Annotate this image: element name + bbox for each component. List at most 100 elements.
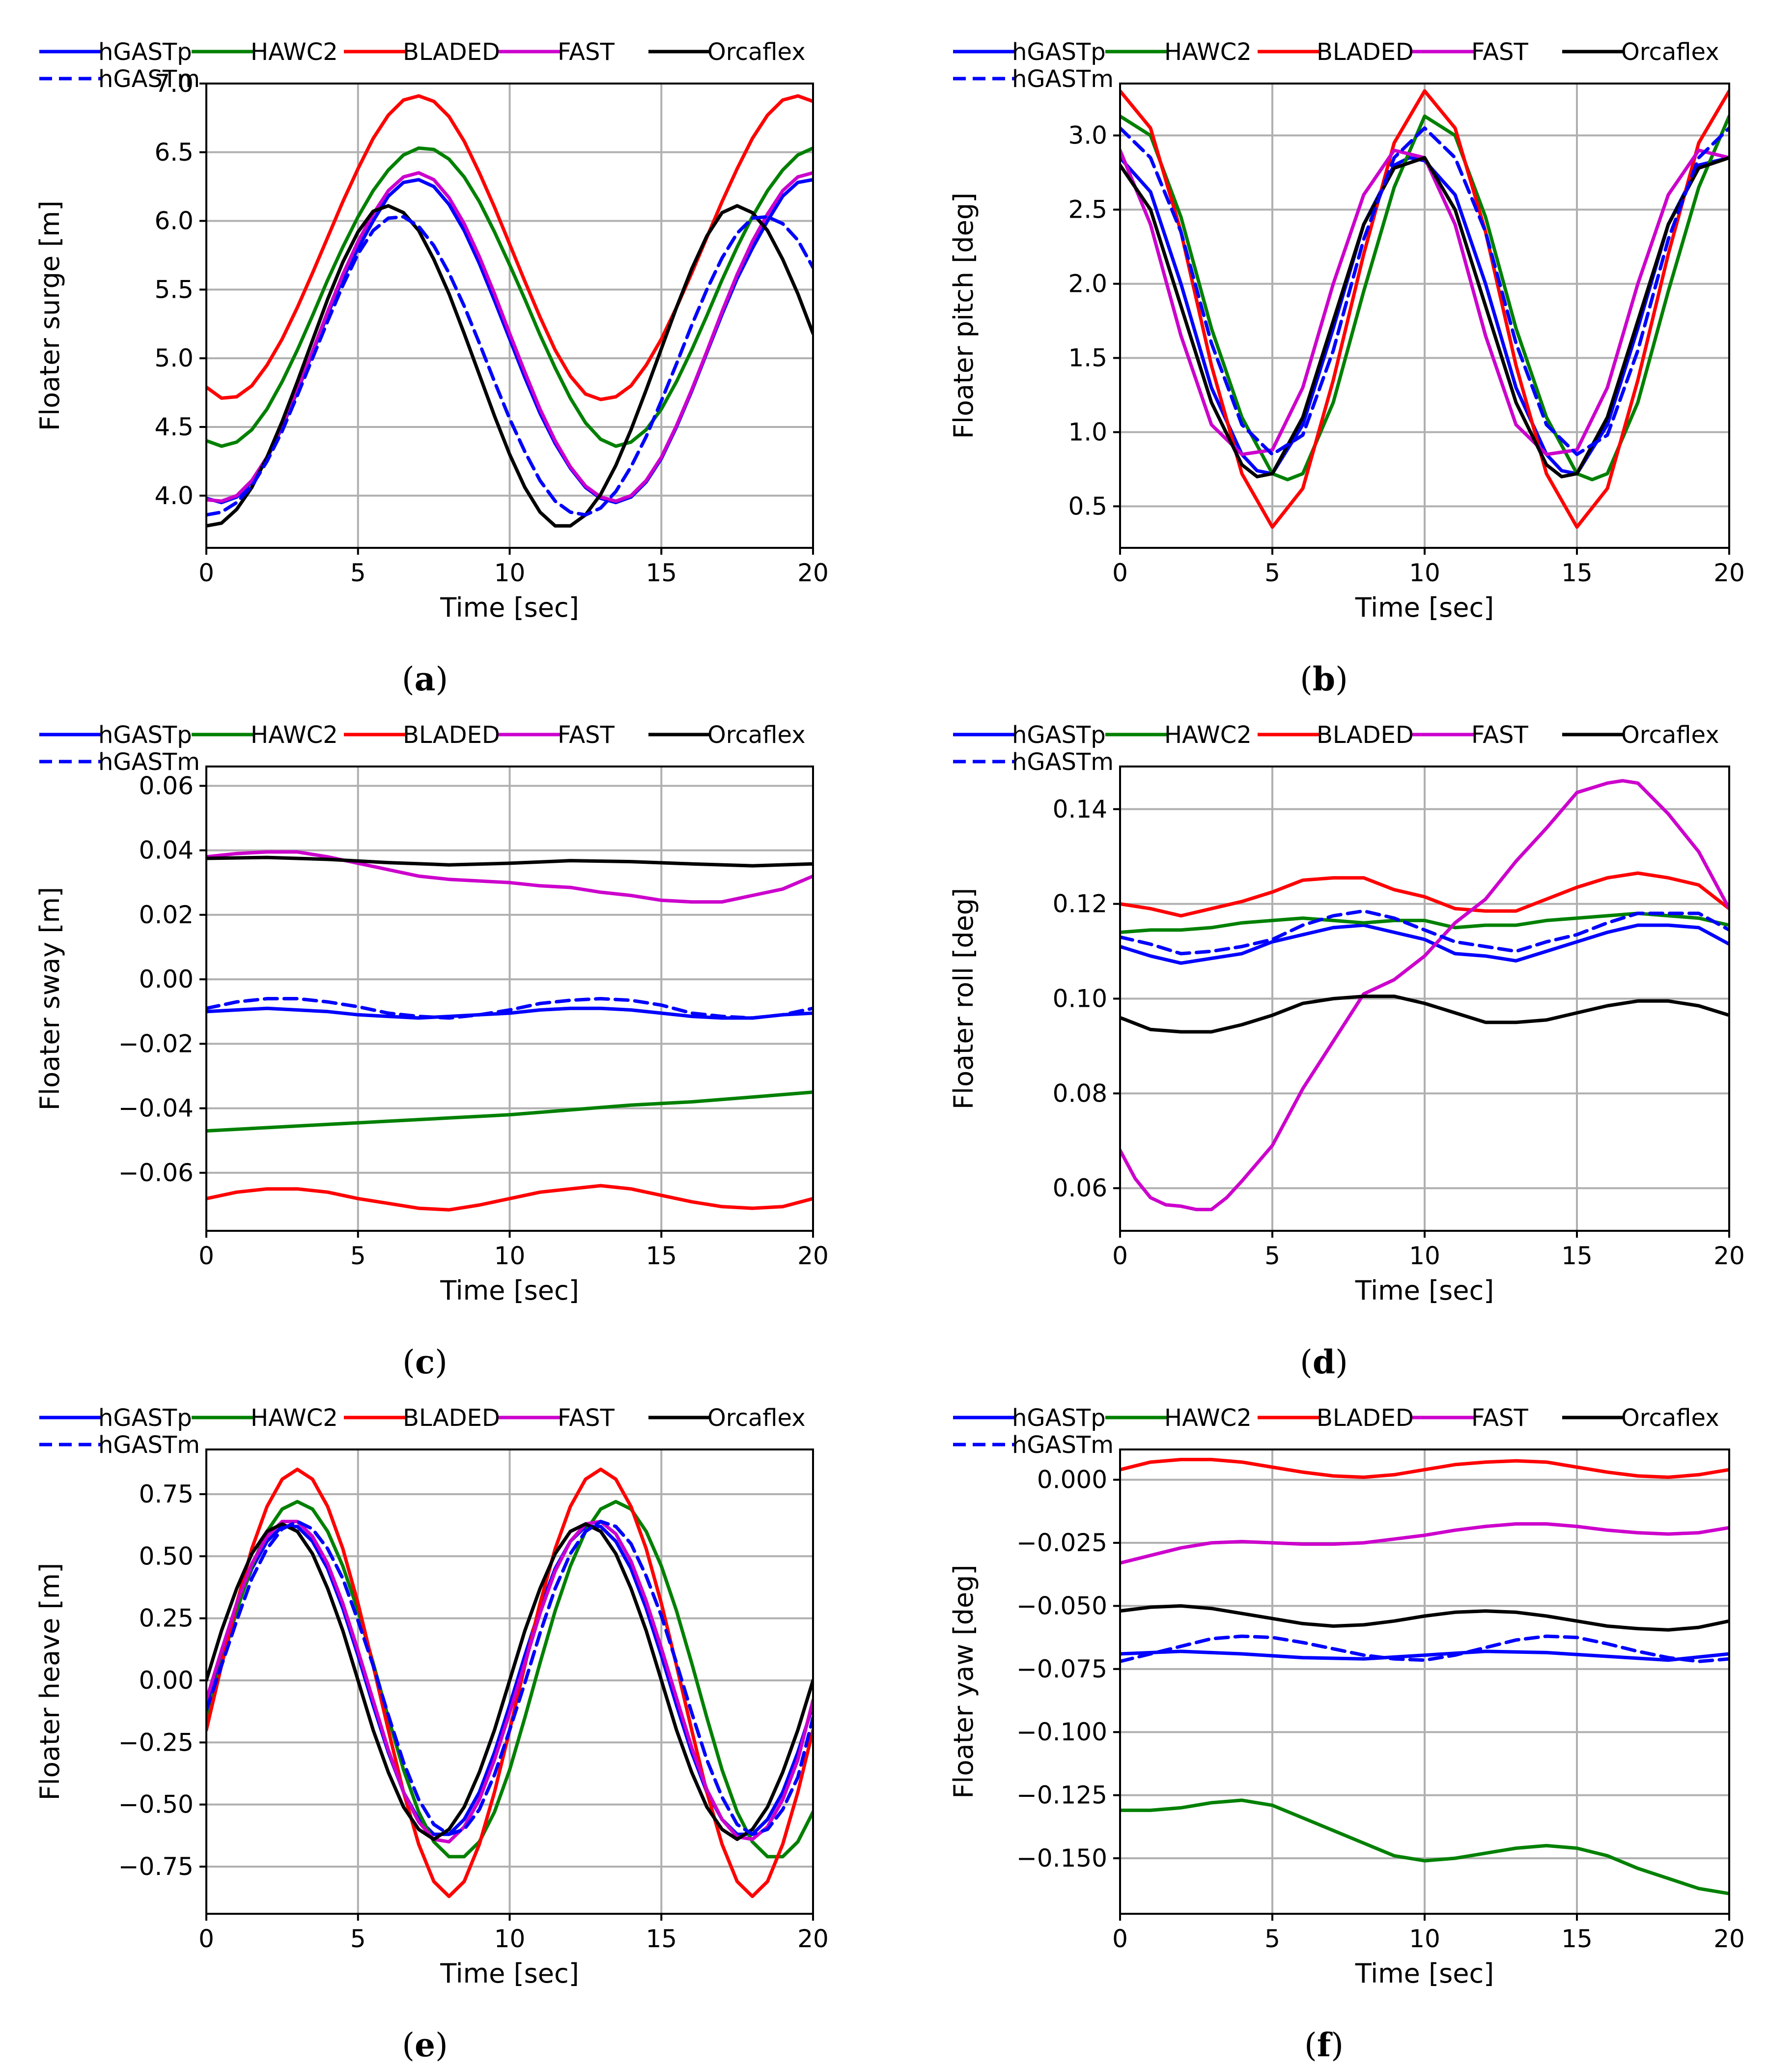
legend: hGASTp HAWC2 BLADED FAST Orcaflex hGASTm (953, 1404, 1719, 1459)
legend-item-hgastp: hGASTp (953, 38, 1106, 66)
series-line-orcaflex (206, 1522, 813, 1841)
legend-label: FAST (1471, 38, 1529, 66)
series-line-orcaflex (206, 855, 813, 868)
series-line-hgastm (206, 1520, 813, 1836)
y-tick-label: −0.100 (1016, 1718, 1107, 1746)
legend-label: FAST (558, 721, 615, 749)
legend-label: hGASTm (98, 65, 200, 93)
x-tick-label: 20 (1713, 1242, 1745, 1270)
chart-panel-d: 0 5 10 15 20 0.06 0.08 0.10 0.12 0.14 Time [sec] Fl… (948, 721, 1745, 1381)
legend-label: hGASTm (1012, 65, 1114, 93)
x-tick-label: 10 (1409, 1242, 1440, 1270)
legend-item-orcaflex: Orcaflex (648, 721, 806, 749)
y-tick-label: 1.0 (1068, 418, 1107, 447)
series-line-hgastm (1120, 909, 1729, 956)
legend-label: hGASTp (98, 1404, 192, 1432)
series-line-fast (206, 1520, 813, 1844)
legend-item-hgastm: hGASTm (953, 1431, 1114, 1459)
legend-label: hGASTm (1012, 748, 1114, 776)
legend-label: Orcaflex (707, 721, 806, 749)
legend-label: FAST (558, 1404, 615, 1432)
legend-item-hgastp: hGASTp (39, 38, 192, 66)
x-tick-label: 15 (1561, 559, 1593, 587)
x-tick-label: 15 (646, 1925, 677, 1953)
x-tick-label: 10 (494, 1925, 526, 1953)
legend-label: HAWC2 (1164, 721, 1252, 749)
legend-label: BLADED (403, 1404, 500, 1432)
y-tick-label: 2.0 (1068, 270, 1107, 298)
y-axis-label: Floater roll [deg] (948, 888, 979, 1109)
y-tick-label: −0.150 (1016, 1844, 1107, 1873)
y-tick-label: 3.0 (1068, 121, 1107, 150)
y-tick-label: 0.10 (1053, 985, 1107, 1013)
series-line-fast (1120, 1522, 1729, 1565)
legend-label: BLADED (403, 38, 500, 66)
panel-caption: (e) (402, 2026, 448, 2064)
y-tick-label: 0.5 (1068, 492, 1107, 520)
legend-label: HAWC2 (251, 721, 338, 749)
y-axis-label: Floater sway [m] (34, 887, 65, 1110)
y-tick-label: −0.02 (118, 1029, 194, 1058)
y-tick-label: 4.5 (154, 413, 194, 441)
x-axis-label: Time [sec] (440, 1958, 579, 1989)
series-line-bladed (1120, 1458, 1729, 1479)
panel-caption: (f) (1304, 2026, 1344, 2064)
chart-panel-c: 0 5 10 15 20 −0.06 −0.04 −0.02 0.00 0.02 0.04 0.06 T… (34, 721, 829, 1381)
series-group (206, 94, 813, 528)
legend-label: FAST (558, 38, 615, 66)
legend-label: hGASTp (98, 721, 192, 749)
legend-label: hGASTp (1012, 38, 1106, 66)
y-tick-label: −0.075 (1016, 1655, 1107, 1683)
legend-item-hawc2: HAWC2 (1105, 38, 1252, 66)
legend-label: FAST (1471, 1404, 1529, 1432)
series-line-hgastm (206, 997, 813, 1020)
x-tick-label: 15 (1561, 1925, 1593, 1953)
x-tick-label: 5 (350, 1925, 366, 1953)
y-tick-label: −0.25 (118, 1728, 194, 1757)
x-tick-label: 20 (1713, 559, 1745, 587)
series-line-hawc2 (206, 146, 813, 448)
series-line-bladed (1120, 89, 1729, 529)
x-tick-label: 0 (198, 559, 214, 587)
series-line-fast (206, 171, 813, 503)
series-line-orcaflex (206, 204, 813, 528)
y-tick-label: 2.5 (1068, 196, 1107, 224)
chart-panel-f: 0 5 10 15 20 −0.150 −0.125 −0.100 −0.075 −0.050 −0… (948, 1404, 1745, 2064)
series-group (206, 850, 813, 1212)
y-tick-label: 0.50 (139, 1542, 194, 1570)
chart-panel-b: 0 5 10 15 20 0.5 1.0 1.5 2.0 2.5 3.0 Time [sec] Floa… (948, 38, 1745, 698)
series-line-hgastm (206, 215, 813, 517)
legend-label: FAST (1471, 721, 1529, 749)
legend: hGASTp HAWC2 BLADED FAST Orcaflex hGASTm (953, 38, 1719, 93)
y-tick-label: 0.25 (139, 1604, 194, 1633)
legend-item-hgastm: hGASTm (39, 1431, 200, 1459)
x-tick-label: 0 (1112, 559, 1128, 587)
x-tick-label: 10 (1409, 559, 1440, 587)
legend-item-orcaflex: Orcaflex (1562, 721, 1719, 749)
legend-item-hgastm: hGASTm (953, 748, 1114, 776)
y-tick-label: 0.12 (1053, 890, 1107, 918)
y-tick-label: 0.02 (139, 901, 194, 929)
y-tick-label: −0.75 (118, 1852, 194, 1881)
legend-item-orcaflex: Orcaflex (1562, 38, 1719, 66)
y-tick-label: −0.125 (1016, 1781, 1107, 1810)
series-group (1120, 89, 1729, 529)
legend-label: hGASTp (98, 38, 192, 66)
series-line-orcaflex (1120, 1604, 1729, 1632)
series-line-orcaflex (1120, 156, 1729, 479)
x-axis-label: Time [sec] (440, 592, 579, 623)
legend-item-bladed: BLADED (1258, 1404, 1414, 1432)
x-tick-label: 0 (198, 1242, 214, 1270)
legend-item-hawc2: HAWC2 (1105, 721, 1252, 749)
series-line-fast (206, 850, 813, 904)
series-line-hawc2 (206, 1090, 813, 1133)
y-tick-label: 1.5 (1068, 344, 1107, 372)
legend-item-hgastp: hGASTp (953, 1404, 1106, 1432)
series-group (206, 1467, 813, 1899)
y-tick-label: −0.050 (1016, 1591, 1107, 1620)
legend-item-bladed: BLADED (344, 721, 500, 749)
y-tick-label: 0.14 (1053, 795, 1107, 823)
series-line-bladed (1120, 871, 1729, 918)
x-tick-label: 20 (797, 1925, 829, 1953)
y-axis-label: Floater pitch [deg] (948, 193, 979, 439)
